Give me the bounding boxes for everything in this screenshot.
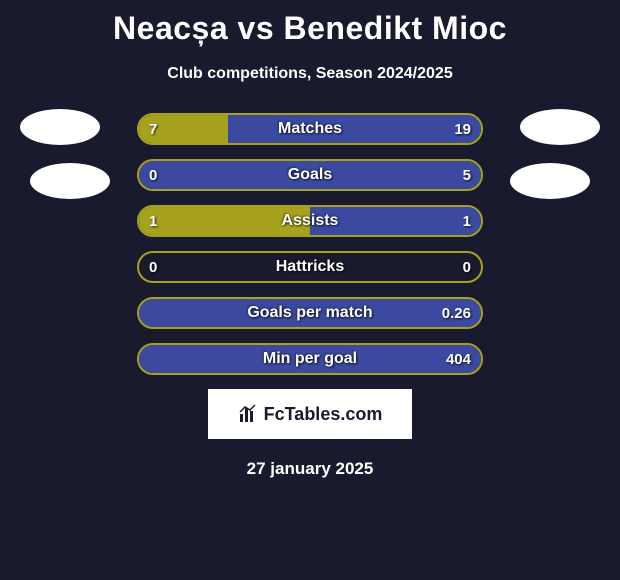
- comparison-chart: 7Matches190Goals51Assists10Hattricks0Goa…: [0, 113, 620, 375]
- stat-row: Goals per match0.26: [137, 297, 483, 329]
- logo: FcTables.com: [238, 404, 383, 425]
- page-title: Neacșa vs Benedikt Mioc: [0, 0, 620, 47]
- stat-label: Min per goal: [139, 345, 481, 373]
- stat-label: Hattricks: [139, 253, 481, 281]
- stat-value-right: 19: [444, 115, 481, 143]
- stat-row: Min per goal404: [137, 343, 483, 375]
- stat-row: 7Matches19: [137, 113, 483, 145]
- player-right-avatar-2: [510, 163, 590, 199]
- stat-label: Goals per match: [139, 299, 481, 327]
- stat-row: 0Goals5: [137, 159, 483, 191]
- stat-row: 0Hattricks0: [137, 251, 483, 283]
- logo-box: FcTables.com: [208, 389, 412, 439]
- subtitle: Club competitions, Season 2024/2025: [0, 65, 620, 83]
- player-left-avatar-1: [20, 109, 100, 145]
- stat-value-right: 5: [453, 161, 481, 189]
- stat-value-right: 404: [436, 345, 481, 373]
- stat-value-right: 0.26: [432, 299, 481, 327]
- logo-text: FcTables.com: [264, 404, 383, 425]
- stat-value-right: 0: [453, 253, 481, 281]
- player-left-avatar-2: [30, 163, 110, 199]
- stat-label: Assists: [139, 207, 481, 235]
- bars-container: 7Matches190Goals51Assists10Hattricks0Goa…: [137, 113, 483, 375]
- stat-value-right: 1: [453, 207, 481, 235]
- stat-row: 1Assists1: [137, 205, 483, 237]
- date: 27 january 2025: [0, 459, 620, 479]
- stat-label: Goals: [139, 161, 481, 189]
- chart-icon: [238, 404, 258, 424]
- stat-label: Matches: [139, 115, 481, 143]
- player-right-avatar-1: [520, 109, 600, 145]
